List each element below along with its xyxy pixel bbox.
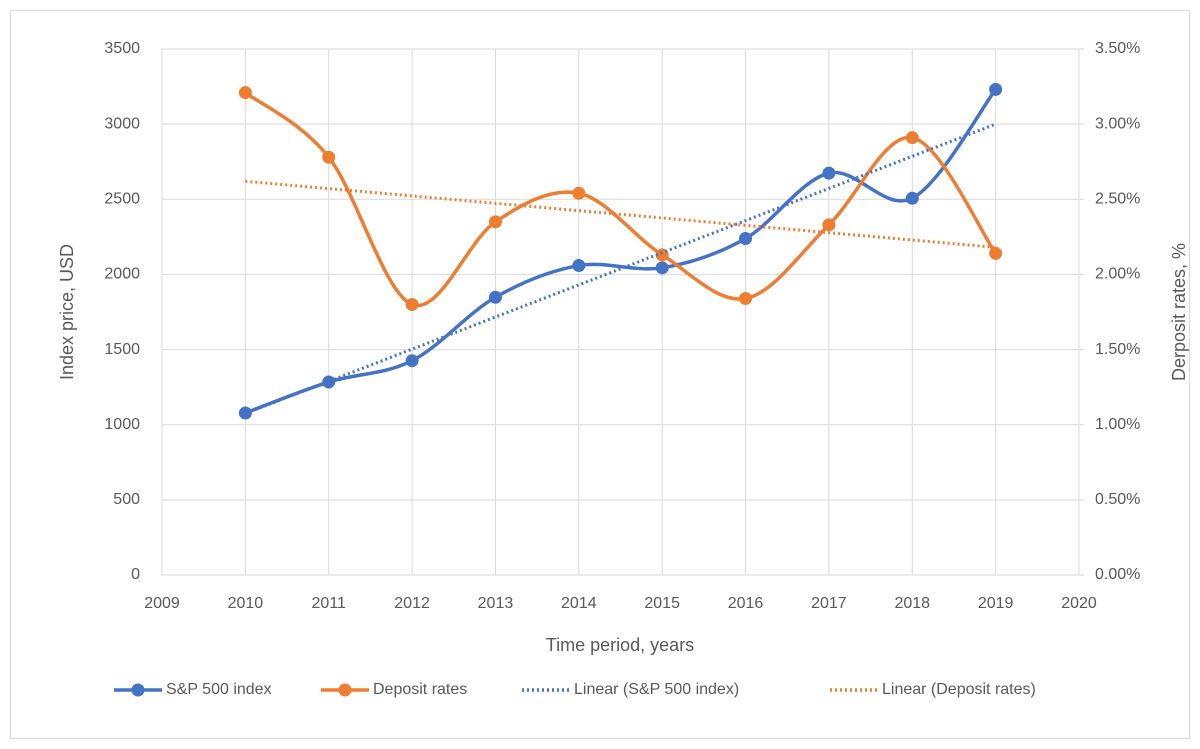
data-point bbox=[739, 232, 753, 246]
x-tick-label: 2016 bbox=[728, 595, 764, 612]
y-tick-label: 1500 bbox=[104, 341, 140, 358]
chart-border bbox=[10, 10, 1190, 739]
y-tick-label: 1000 bbox=[104, 416, 140, 433]
data-point bbox=[572, 186, 586, 200]
series-line bbox=[244, 91, 998, 308]
data-point bbox=[905, 191, 919, 205]
legend-label: Linear (S&P 500 index) bbox=[574, 681, 739, 698]
data-point bbox=[572, 259, 586, 273]
x-tick-label: 2019 bbox=[978, 595, 1014, 612]
x-tick-label: 2013 bbox=[478, 595, 514, 612]
y2-tick-label: 0.50% bbox=[1095, 491, 1140, 508]
y-axis-title: Index price, USD bbox=[57, 244, 77, 380]
series-line bbox=[244, 88, 998, 415]
legend-marker bbox=[338, 683, 352, 697]
y-tick-label: 0 bbox=[131, 566, 140, 583]
y2-tick-label: 1.50% bbox=[1095, 341, 1140, 358]
data-point bbox=[989, 82, 1003, 96]
data-point bbox=[822, 166, 836, 180]
y2-tick-label: 3.50% bbox=[1095, 40, 1140, 57]
y2-tick-label: 3.00% bbox=[1095, 115, 1140, 132]
x-tick-label: 2017 bbox=[811, 595, 847, 612]
y-tick-label: 2000 bbox=[104, 266, 140, 283]
legend-label: Deposit rates bbox=[373, 681, 467, 698]
data-point bbox=[405, 297, 419, 311]
x-tick-label: 2009 bbox=[144, 595, 180, 612]
data-point bbox=[488, 290, 502, 304]
x-tick-label: 2014 bbox=[561, 595, 597, 612]
data-point bbox=[822, 218, 836, 232]
y2-tick-label: 2.00% bbox=[1095, 266, 1140, 283]
data-point bbox=[989, 246, 1003, 260]
y-tick-label: 2500 bbox=[104, 191, 140, 208]
y-tick-label: 3500 bbox=[104, 40, 140, 57]
data-point bbox=[405, 354, 419, 368]
y2-tick-label: 0.00% bbox=[1095, 566, 1140, 583]
x-tick-label: 2018 bbox=[894, 595, 930, 612]
y-tick-label: 500 bbox=[113, 491, 140, 508]
data-point bbox=[655, 261, 669, 275]
data-point bbox=[905, 131, 919, 145]
x-tick-label: 2012 bbox=[394, 595, 430, 612]
data-point bbox=[322, 150, 336, 164]
legend-label: S&P 500 index bbox=[166, 681, 272, 698]
x-axis-title: Time period, years bbox=[546, 635, 694, 655]
data-point bbox=[322, 375, 336, 389]
y2-tick-label: 1.00% bbox=[1095, 416, 1140, 433]
x-tick-label: 2020 bbox=[1061, 595, 1097, 612]
data-point bbox=[488, 215, 502, 229]
legend-label: Linear (Deposit rates) bbox=[882, 681, 1036, 698]
x-tick-label: 2011 bbox=[312, 595, 347, 612]
legend-marker bbox=[131, 683, 145, 697]
y2-axis-title: Derposit rates, % bbox=[1169, 243, 1189, 381]
data-point bbox=[238, 86, 252, 100]
series-line bbox=[244, 122, 997, 415]
x-tick-label: 2010 bbox=[228, 595, 264, 612]
series-line bbox=[245, 179, 996, 249]
y2-tick-label: 2.50% bbox=[1095, 191, 1140, 208]
y-tick-label: 3000 bbox=[104, 115, 140, 132]
data-point bbox=[739, 291, 753, 305]
x-tick-label: 2015 bbox=[644, 595, 680, 612]
